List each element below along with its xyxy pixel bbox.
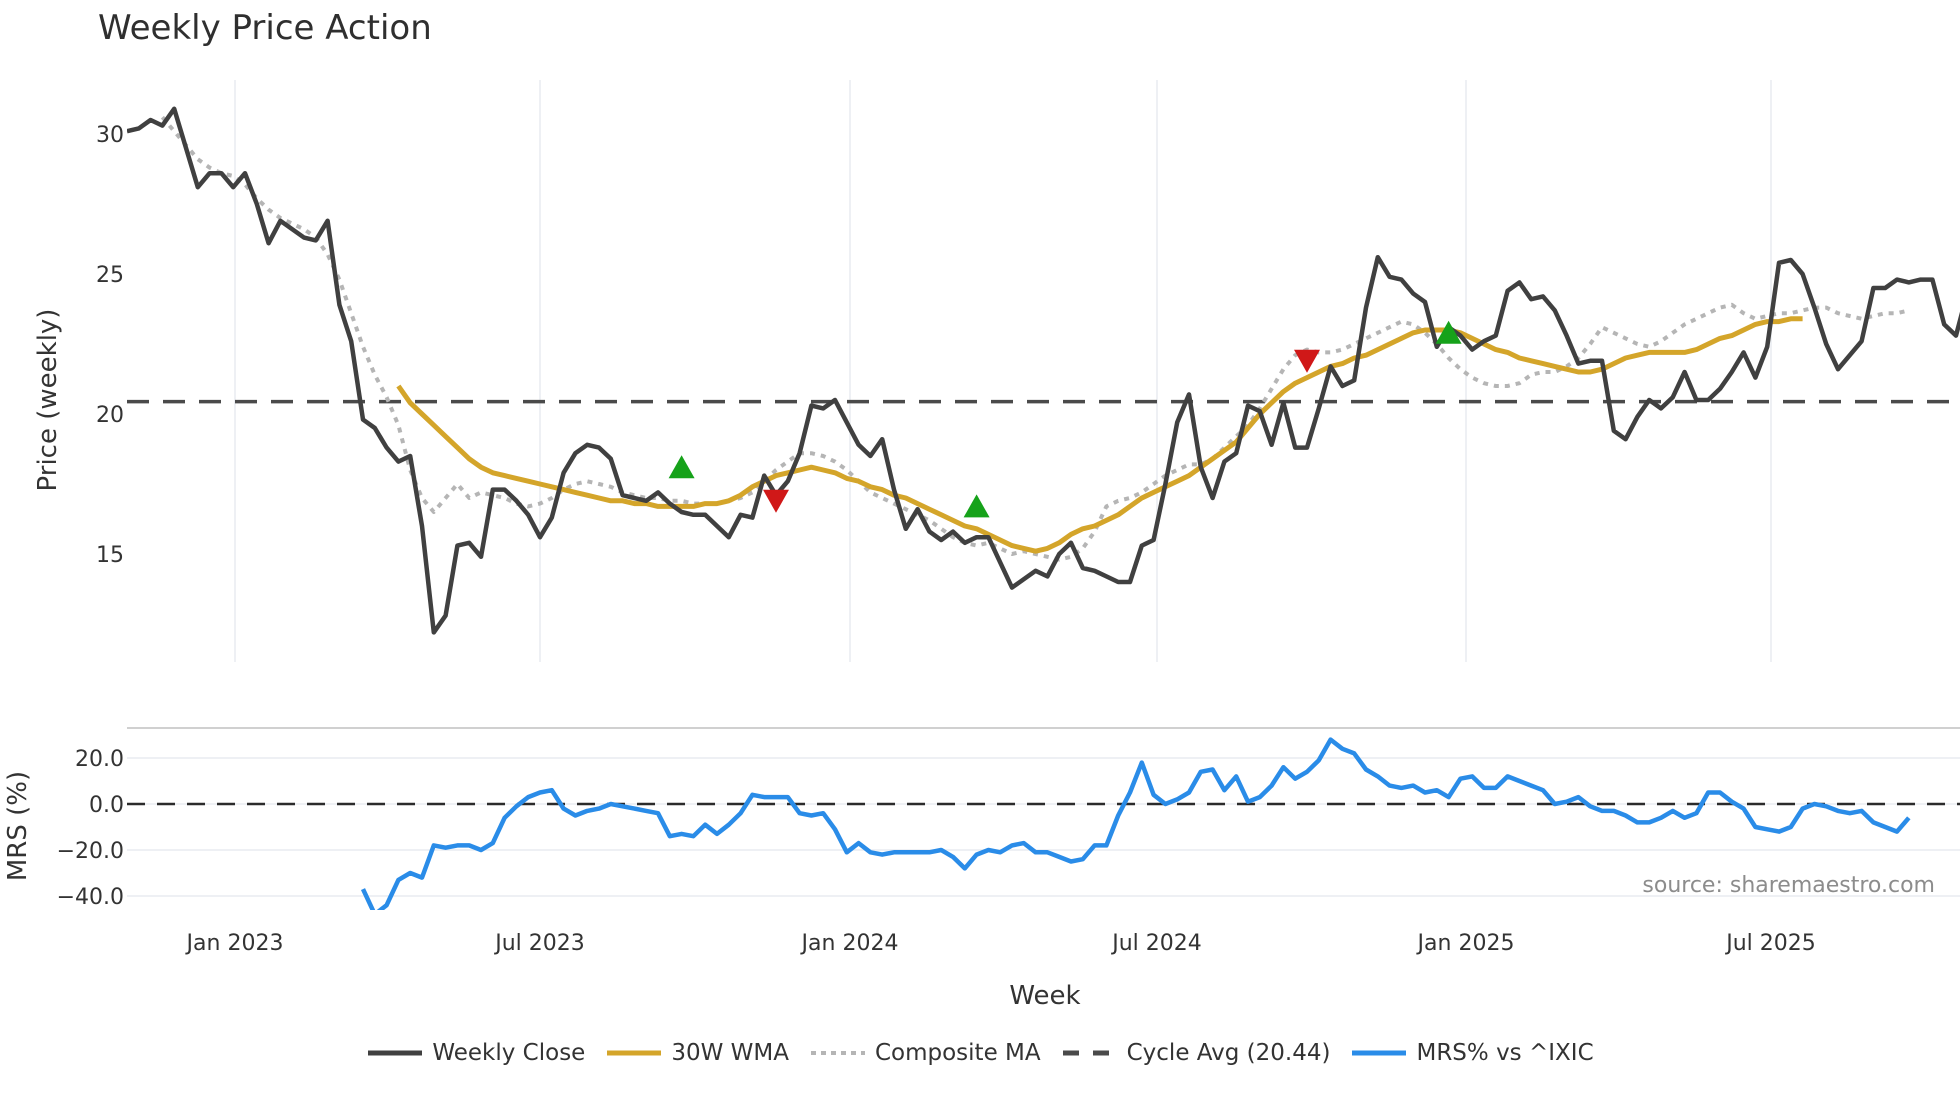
legend-item[interactable]: Composite MA [809,1040,1041,1066]
legend-line-swatch-icon [810,1051,865,1055]
x-tick-label: Jul 2023 [493,931,585,956]
legend: Weekly Close 30W WMA Composite MA Cycle Avg… [0,1040,1960,1066]
mrs-y-tick-label: −20.0 [57,839,124,864]
weekly-close-line [127,106,1960,635]
mrs-y-axis-ticks: 20.0 0.0 −20.0 −40.0 [57,747,124,910]
price-y-tick-label: 20 [96,403,124,428]
price-y-tick-label: 30 [96,123,124,148]
chart-title: Weekly Price Action [98,8,432,48]
mrs-gridlines [127,727,1960,897]
x-tick-label: Jan 2024 [800,931,899,956]
mrs-line [360,737,1911,910]
legend-label: MRS% vs ^IXIC [1416,1040,1594,1066]
legend-item[interactable]: 30W WMA [605,1040,789,1066]
price-y-axis-title: Price (weekly) [33,309,63,492]
buy-signal-up-triangle-icon [1435,320,1462,344]
mrs-y-tick-label: 0.0 [89,793,124,818]
x-axis-title: Week [1009,981,1080,1011]
x-tick-label: Jul 2025 [1724,931,1816,956]
legend-line-swatch-icon [1352,1050,1407,1056]
signal-markers [668,320,1462,518]
price-gridlines [234,80,1772,662]
mrs-y-axis-title: MRS (%) [3,771,33,881]
legend-item[interactable]: Cycle Avg (20.44) [1061,1040,1331,1066]
x-tick-label: Jul 2024 [1110,931,1202,956]
x-tick-label: Jan 2023 [185,931,284,956]
legend-item[interactable]: MRS% vs ^IXIC [1350,1040,1594,1066]
legend-item[interactable]: Weekly Close [366,1040,585,1066]
legend-line-swatch-icon [368,1050,423,1056]
mrs-y-tick-label: 20.0 [75,747,124,772]
composite-ma-line [160,115,1910,562]
source-label: source: sharemaestro.com [1642,873,1935,898]
price-y-tick-label: 15 [96,543,124,568]
legend-label: Cycle Avg (20.44) [1126,1040,1331,1066]
wma-30w-line [396,316,1803,554]
legend-line-swatch-icon [607,1050,662,1056]
price-y-tick-label: 25 [96,263,124,288]
buy-signal-up-triangle-icon [963,494,990,518]
x-axis-ticks: Jan 2023 Jul 2023 Jan 2024 Jul 2024 Jan 2025… [185,931,1816,956]
buy-signal-up-triangle-icon [668,455,695,479]
legend-label: Weekly Close [432,1040,586,1066]
mrs-y-tick-label: −40.0 [57,885,124,910]
legend-label: Composite MA [874,1040,1041,1066]
price-y-axis-ticks: 15 20 25 30 [96,123,124,568]
mrs-series-lines [127,737,1960,910]
legend-label: 30W WMA [671,1040,789,1066]
price-series-lines [127,106,1960,635]
chart-canvas: 15 20 25 30 20.0 0.0 −20.0 −40.0 Jan 2023 Jul 2… [3,80,1960,1011]
sell-signal-down-triangle-icon [763,489,789,513]
legend-line-swatch-icon [1062,1050,1117,1056]
sell-signal-down-triangle-icon [1294,349,1320,373]
x-tick-label: Jan 2025 [1416,931,1515,956]
